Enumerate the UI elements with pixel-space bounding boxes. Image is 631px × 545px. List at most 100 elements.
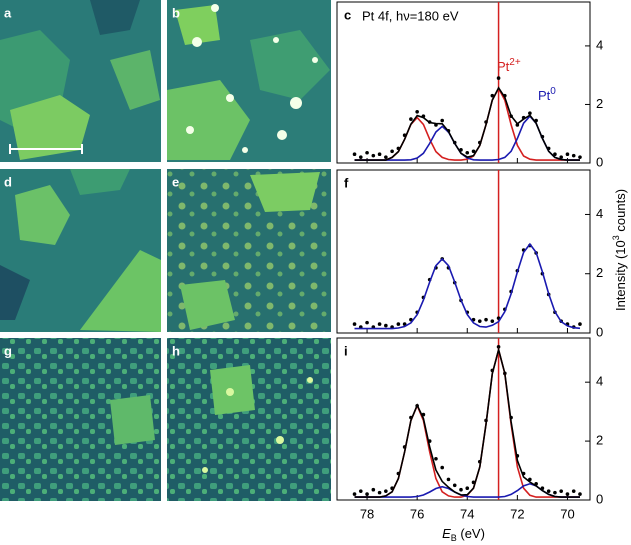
- data-point: [409, 117, 413, 121]
- island: [250, 30, 330, 100]
- island: [90, 0, 140, 35]
- data-point: [565, 492, 570, 496]
- panel-label: f: [344, 175, 349, 190]
- island: [110, 50, 160, 110]
- island: [175, 5, 220, 45]
- data-point: [371, 487, 376, 492]
- data-point: [384, 489, 388, 493]
- y-tick-label: 4: [596, 37, 603, 52]
- y-tick-label: 4: [596, 374, 603, 389]
- island: [180, 280, 235, 330]
- data-point: [365, 492, 369, 496]
- images: [0, 0, 331, 501]
- species-name: Pt: [538, 88, 551, 103]
- x-axis-label-part: E: [442, 526, 451, 541]
- fit-curve: [354, 242, 581, 330]
- y-axis-label-part: Intensity (10: [613, 240, 628, 311]
- data-point: [352, 492, 357, 496]
- data-point: [553, 152, 557, 157]
- data-point: [440, 118, 445, 123]
- x-tick-label: 72: [510, 506, 524, 521]
- data-point: [546, 489, 551, 493]
- data-point: [578, 155, 582, 159]
- plot-frame: [336, 1, 591, 164]
- particles: [202, 377, 313, 473]
- data-point: [371, 153, 376, 158]
- y-axis-label-part: counts): [613, 189, 628, 235]
- panel-label: e: [172, 174, 179, 189]
- x-axis-label-part: B: [451, 533, 457, 543]
- data-point: [471, 149, 476, 154]
- y-tick-label: 0: [596, 154, 603, 169]
- x-tick-label: 78: [360, 506, 374, 521]
- annotation: Pt 4f, hν=180 eV: [362, 8, 459, 23]
- data-point: [352, 322, 357, 326]
- island: [10, 95, 90, 160]
- island: [80, 250, 161, 332]
- species-sup: 0: [550, 86, 556, 97]
- data-point: [459, 487, 463, 492]
- panel-label: d: [4, 174, 12, 189]
- fit-curve: [354, 346, 580, 498]
- islands: [167, 338, 331, 501]
- data-point: [384, 155, 388, 159]
- data-point: [528, 111, 532, 116]
- panel-label: a: [4, 5, 12, 20]
- species-sup: 2+: [509, 57, 521, 68]
- data-point: [396, 322, 401, 326]
- data-point: [465, 150, 470, 155]
- y-tick-label: 0: [596, 324, 603, 339]
- x-axis-label: EB (eV): [442, 526, 485, 543]
- island: [110, 395, 155, 445]
- data-point: [490, 93, 495, 98]
- y-tick-label: 2: [596, 96, 603, 111]
- fit-curve: [354, 346, 580, 498]
- data-point: [402, 322, 407, 326]
- species-label: Pt2+: [497, 57, 521, 75]
- data-point: [434, 456, 438, 461]
- x-axis-label-part: (eV): [457, 526, 485, 541]
- data-point: [578, 322, 582, 326]
- panel-label: i: [344, 343, 348, 358]
- x-tick-label: 70: [560, 506, 574, 521]
- island: [250, 172, 320, 212]
- data-point: [559, 155, 563, 159]
- data-point: [440, 465, 445, 470]
- particles: [186, 4, 318, 153]
- y-tick-label: 0: [596, 491, 603, 506]
- data-point: [377, 322, 382, 326]
- data-point: [446, 477, 451, 482]
- y-tick-label: 4: [596, 206, 603, 221]
- y-axis-label: Intensity (103 counts): [611, 189, 628, 311]
- panel-label: g: [4, 343, 12, 358]
- data-point: [358, 155, 363, 159]
- data-point: [578, 492, 582, 496]
- data-point: [477, 319, 482, 323]
- data-point: [496, 76, 501, 80]
- data-point: [384, 323, 388, 328]
- island: [70, 169, 130, 195]
- data-point: [490, 319, 495, 323]
- data-point: [377, 152, 382, 157]
- species-name: Pt: [497, 59, 510, 74]
- plot-frame: [336, 169, 591, 334]
- data-point: [565, 152, 570, 157]
- y-axis-label-part: 3: [611, 235, 621, 240]
- data-point: [377, 490, 382, 495]
- data-point: [484, 317, 488, 322]
- data-point: [365, 150, 369, 155]
- x-tick-label: 74: [460, 506, 474, 521]
- data-point: [358, 489, 363, 493]
- y-tick-label: 2: [596, 433, 603, 448]
- data-point: [465, 486, 470, 491]
- data-point: [352, 152, 357, 157]
- fit-curve: [354, 86, 580, 161]
- x-tick-label: 76: [410, 506, 424, 521]
- data-point: [452, 483, 457, 488]
- data-point: [559, 489, 563, 493]
- data-point: [390, 149, 394, 154]
- data-point: [571, 153, 576, 158]
- data-point: [571, 489, 576, 493]
- species-label: Pt0: [538, 86, 556, 104]
